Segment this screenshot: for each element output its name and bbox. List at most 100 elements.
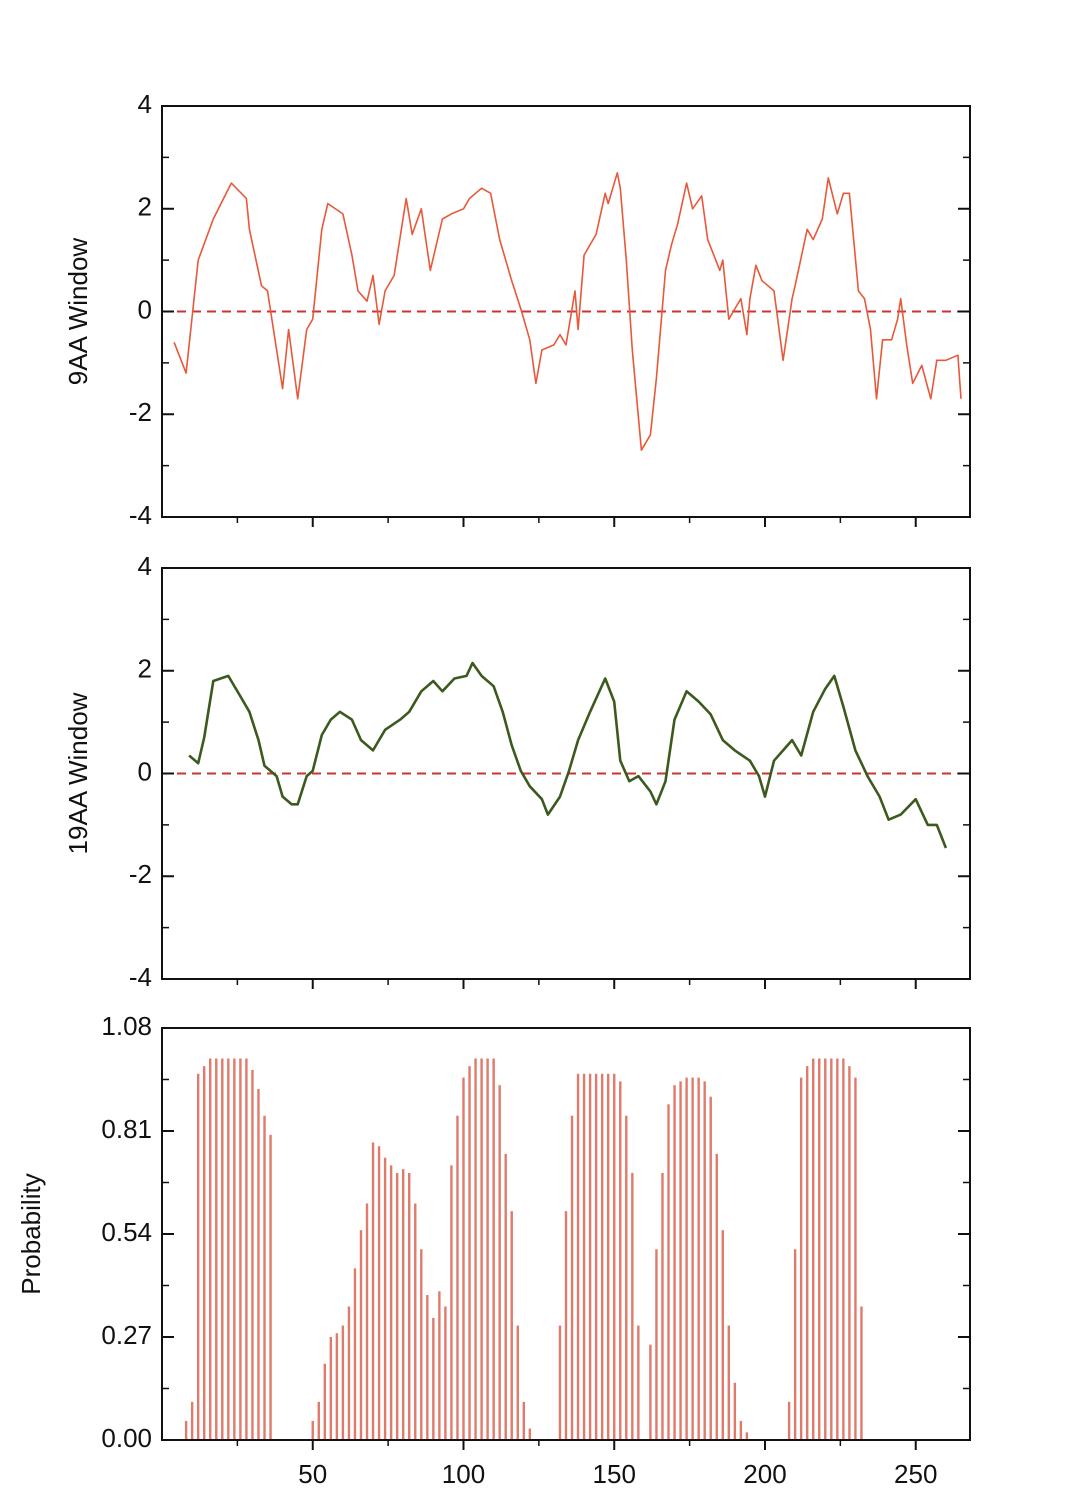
bar [564,1211,568,1440]
bar [347,1306,351,1440]
bar [679,1081,682,1440]
bar [227,1058,230,1440]
bar [805,1066,809,1440]
bar [215,1058,218,1440]
bar [389,1165,393,1440]
y-tick-label: -2 [129,859,152,889]
bar [739,1420,743,1440]
y-tick-label: -4 [129,962,152,992]
bar [329,1337,333,1440]
bar [359,1230,363,1440]
bar [184,1420,188,1440]
bar [607,1073,610,1440]
y-tick-label: 0 [138,294,152,324]
bar [727,1325,731,1440]
bar [576,1073,580,1440]
bar [353,1268,357,1440]
bar [600,1073,604,1440]
bar [221,1058,224,1440]
bar [854,1077,857,1440]
bar [685,1077,688,1440]
bar [721,1230,724,1440]
bar [498,1085,501,1440]
x-tick-label: 50 [298,1459,327,1489]
bar [558,1325,562,1440]
bar [203,1066,206,1440]
bar [408,1172,411,1440]
bar [812,1058,815,1440]
bar [196,1073,200,1440]
bar [190,1401,194,1440]
bar [257,1089,260,1440]
bar [793,1249,797,1440]
bar [818,1058,821,1440]
bar [468,1066,471,1440]
x-tick-label: 100 [442,1459,485,1489]
bar [239,1058,242,1440]
y-tick-label: 0.81 [101,1114,152,1144]
bar [245,1058,248,1440]
bar [426,1295,429,1440]
bar [233,1058,236,1440]
y-axis-title: 19AA Window [63,692,93,854]
bar [401,1169,405,1440]
y-tick-label: 0.27 [101,1320,152,1350]
bar [637,1325,640,1440]
bar [311,1420,314,1440]
bar [570,1115,574,1440]
bar [269,1134,272,1440]
bar [395,1172,399,1440]
bar [263,1115,266,1440]
bar [733,1382,737,1440]
bar [504,1153,507,1440]
bar [649,1344,652,1440]
bar [691,1077,694,1440]
bar [673,1085,676,1440]
bar [715,1153,718,1440]
bar [438,1291,441,1440]
y-tick-label: 4 [138,551,152,581]
bar [745,1432,749,1440]
bar [613,1073,616,1440]
bar [432,1317,435,1440]
bar [456,1115,459,1440]
bar [625,1115,628,1440]
y-tick-label: -2 [129,397,152,427]
bar [522,1401,525,1440]
x-tick-label: 200 [743,1459,786,1489]
y-tick-label: 1.08 [101,1011,152,1041]
bar [667,1104,670,1440]
y-axis-title: 9AA Window [63,238,93,386]
bar [594,1073,598,1440]
y-tick-label: 2 [138,654,152,684]
bar [703,1081,706,1440]
bar [848,1066,851,1440]
bar [414,1203,417,1440]
data-line [188,661,948,849]
bar [492,1058,495,1440]
y-tick-label: 0 [138,756,152,786]
bar [516,1325,519,1440]
y-tick-label: 0.54 [101,1217,152,1247]
bar [799,1077,803,1440]
bar [824,1058,827,1440]
bar [528,1428,532,1440]
bar [462,1077,465,1440]
bar [588,1073,592,1440]
bar [709,1096,712,1440]
bar [655,1249,658,1440]
bar [631,1172,634,1440]
bar [474,1058,477,1440]
bar [209,1058,212,1440]
bar [787,1401,791,1440]
y-axis-title: Probability [16,1173,46,1294]
bar [486,1058,489,1440]
x-tick-label: 150 [593,1459,636,1489]
bar [365,1203,369,1440]
bar [371,1142,375,1440]
bar [420,1249,423,1440]
bar [860,1306,863,1440]
y-tick-label: 0.00 [101,1423,152,1453]
bar [661,1172,664,1440]
bar [444,1306,447,1440]
